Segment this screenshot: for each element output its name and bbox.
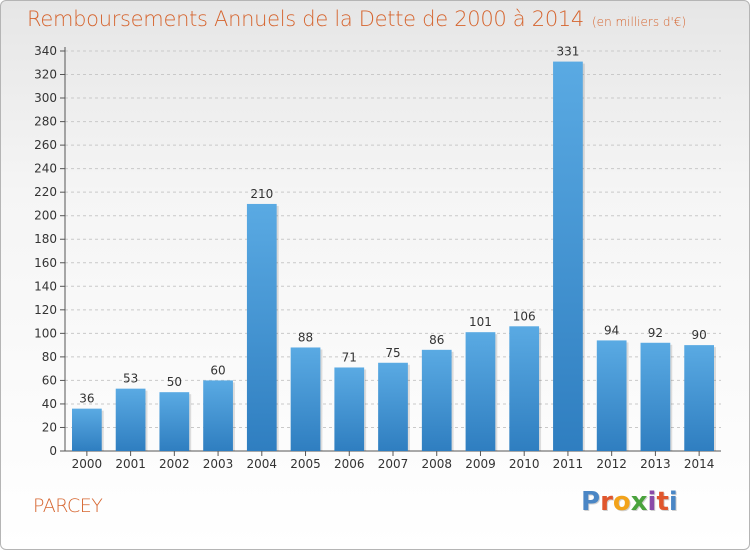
data-label-2004: 210 (250, 187, 273, 201)
bar-2002 (159, 392, 190, 451)
y-tick-label: 240 (34, 162, 57, 176)
logo-letter: o (612, 487, 631, 517)
data-label-2009: 101 (469, 315, 492, 329)
y-tick-label: 320 (34, 68, 57, 82)
logo-letter: x (630, 487, 648, 517)
bar-2000 (71, 408, 102, 451)
y-tick-label: 100 (34, 326, 57, 340)
y-tick-label: 200 (34, 209, 57, 223)
data-label-2003: 60 (210, 363, 225, 377)
bar-2005 (290, 347, 321, 451)
x-tick-label-2001: 2001 (115, 457, 146, 471)
data-label-2006: 71 (342, 350, 357, 364)
y-tick-label: 220 (34, 185, 57, 199)
x-tick-label-2000: 2000 (72, 457, 103, 471)
x-tick-label-2011: 2011 (553, 457, 584, 471)
x-tick-label-2005: 2005 (290, 457, 321, 471)
y-tick-label: 60 (42, 373, 57, 387)
data-label-2000: 36 (79, 392, 94, 406)
y-tick-label: 120 (34, 303, 57, 317)
data-label-2014: 90 (691, 328, 706, 342)
x-tick-label-2009: 2009 (465, 457, 496, 471)
x-tick-label-2008: 2008 (421, 457, 452, 471)
bar-2009 (465, 332, 496, 451)
data-label-2012: 94 (604, 323, 619, 337)
data-label-2008: 86 (429, 333, 444, 347)
y-tick-label: 20 (42, 420, 57, 434)
data-label-2005: 88 (298, 330, 313, 344)
bar-2004 (246, 203, 277, 451)
x-tick-label-2002: 2002 (159, 457, 190, 471)
bar-2011 (553, 61, 583, 452)
logo-letter: t (656, 487, 669, 517)
bar-2001 (115, 388, 146, 451)
y-tick-label: 260 (34, 138, 57, 152)
y-tick-label: 300 (34, 91, 57, 105)
bar-2006 (334, 367, 365, 451)
data-label-2010: 106 (513, 309, 536, 323)
logo-letter: i (647, 487, 657, 517)
chart-title-text: Remboursements Annuels de la Dette de 20… (27, 7, 584, 31)
x-tick-label-2012: 2012 (596, 457, 627, 471)
x-tick-label-2010: 2010 (509, 457, 540, 471)
y-tick-label: 40 (42, 397, 57, 411)
data-label-2013: 92 (648, 326, 663, 340)
x-tick-label-2004: 2004 (247, 457, 278, 471)
data-label-2001: 53 (123, 372, 138, 386)
data-label-2002: 50 (167, 375, 182, 389)
logo-letter: i (668, 487, 678, 517)
y-tick-label: 340 (34, 44, 57, 58)
commune-name: PARCEY (33, 495, 103, 517)
bar-2014 (684, 345, 715, 451)
x-tick-label-2014: 2014 (684, 457, 715, 471)
bar-2013 (640, 342, 671, 451)
bar-2003 (203, 380, 233, 451)
y-tick-label: 180 (34, 232, 57, 246)
y-tick-label: 160 (34, 256, 57, 270)
x-tick-label-2013: 2013 (640, 457, 671, 471)
logo-letter: P (581, 487, 601, 517)
data-label-2007: 75 (385, 346, 400, 360)
bar-2007 (378, 362, 408, 451)
data-label-2011: 331 (556, 45, 579, 59)
bar-2012 (596, 340, 627, 451)
chart-unit: (en milliers d'€) (592, 15, 687, 29)
bar-2008 (421, 349, 452, 451)
x-tick-label-2006: 2006 (334, 457, 365, 471)
logo-letter: r (600, 487, 613, 517)
x-tick-label-2003: 2003 (203, 457, 234, 471)
bar-2010 (509, 326, 540, 451)
y-tick-label: 80 (42, 350, 57, 364)
y-tick-label: 140 (34, 279, 57, 293)
y-tick-label: 0 (49, 444, 57, 458)
chart-title: Remboursements Annuels de la Dette de 20… (27, 7, 686, 31)
proxiti-logo: Proxiti (581, 487, 678, 517)
y-tick-label: 280 (34, 115, 57, 129)
x-tick-label-2007: 2007 (378, 457, 409, 471)
